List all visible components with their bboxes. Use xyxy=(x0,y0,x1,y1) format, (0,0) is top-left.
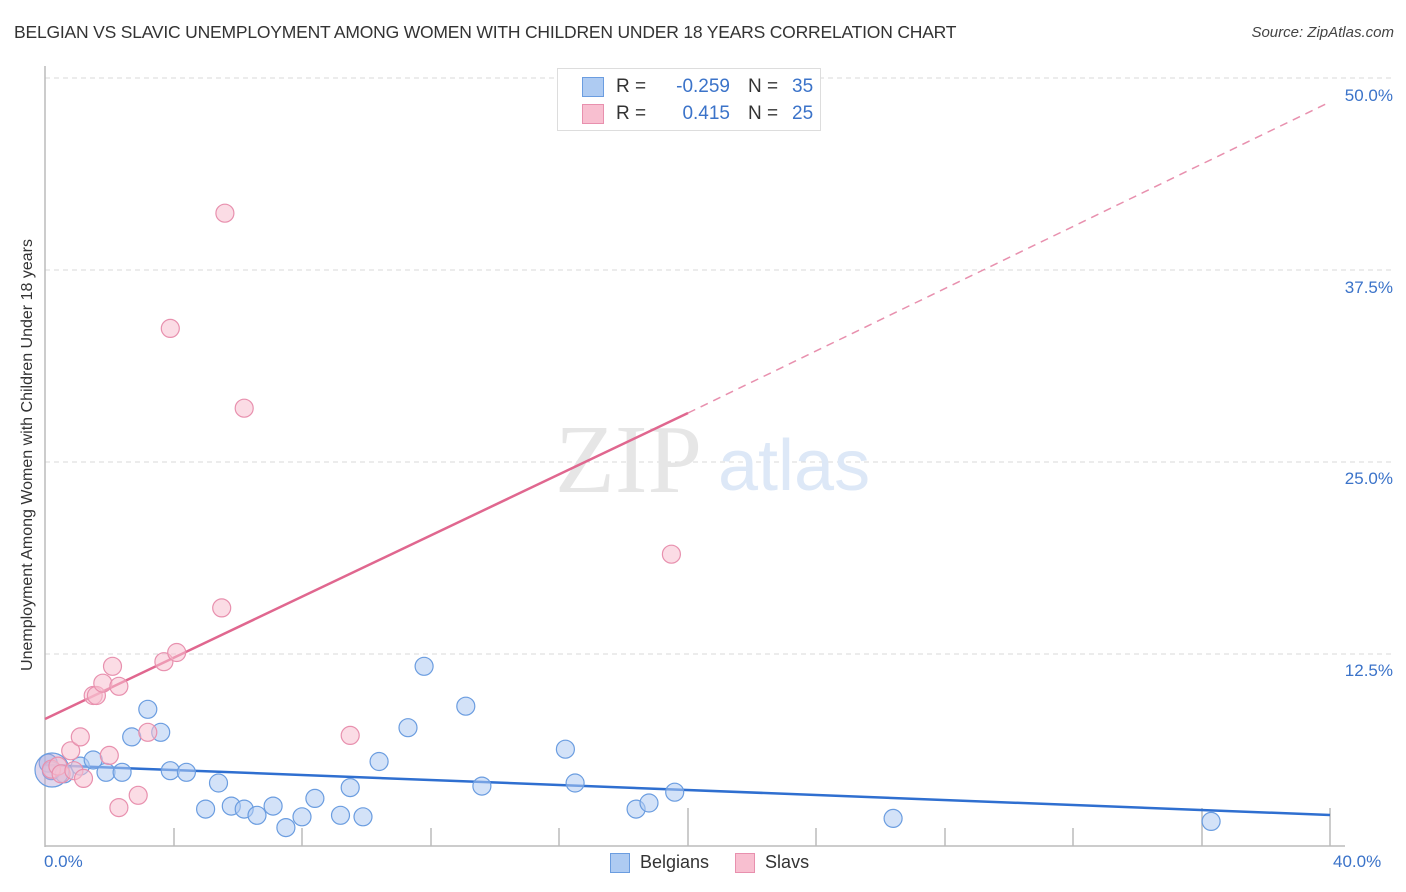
legend-item-belgians[interactable]: Belgians xyxy=(610,852,709,873)
belgian-point xyxy=(176,762,196,782)
watermark-zip: ZIP xyxy=(555,406,702,514)
belgian-point xyxy=(247,805,267,825)
belgian-point xyxy=(353,807,373,827)
r-label: R = xyxy=(616,76,647,97)
belgian-point xyxy=(138,699,158,719)
x-tick-max: 40.0% xyxy=(1333,852,1382,871)
legend-label-belgians: Belgians xyxy=(640,852,710,872)
belgian-point xyxy=(456,696,476,716)
belgian-point xyxy=(292,807,312,827)
slav-point xyxy=(340,725,360,746)
n-value: 35 xyxy=(792,76,814,97)
legend-row-belgians: R = -0.259 N = 35 xyxy=(582,75,813,99)
belgian-point xyxy=(472,776,492,796)
slav-point xyxy=(128,785,148,805)
y-tick-12-5: 12.5% xyxy=(1344,661,1393,680)
slav-point xyxy=(70,727,90,747)
slav-point xyxy=(212,598,232,618)
slav-point xyxy=(73,768,94,789)
belgian-point xyxy=(112,762,132,782)
slav-point xyxy=(215,203,235,223)
slav-point xyxy=(109,676,129,696)
belgians-swatch-icon xyxy=(582,77,604,97)
belgians-swatch-icon xyxy=(610,852,630,873)
source-label: Source: ZipAtlas.com xyxy=(1251,24,1394,41)
belgian-point xyxy=(665,782,685,802)
slavs-trend-line xyxy=(44,411,689,721)
belgian-point xyxy=(208,773,229,793)
slav-point xyxy=(661,544,682,564)
slav-point xyxy=(109,797,129,818)
belgian-point xyxy=(196,799,216,819)
legend-item-slavs[interactable]: Slavs xyxy=(735,852,809,873)
belgian-point xyxy=(883,808,903,829)
slav-point xyxy=(61,741,81,761)
belgians-points xyxy=(34,656,1221,838)
y-tick-25: 25.0% xyxy=(1344,469,1393,488)
watermark-atlas: atlas xyxy=(718,426,870,506)
belgian-point xyxy=(96,762,116,782)
slav-point xyxy=(138,722,158,742)
belgian-point xyxy=(555,739,576,759)
belgian-point xyxy=(276,817,296,838)
legend-row-slavs: R = 0.415 N = 25 xyxy=(582,102,813,126)
r-value: -0.259 xyxy=(676,76,730,97)
slav-point xyxy=(160,318,180,338)
legend-label-slavs: Slavs xyxy=(765,852,810,872)
belgian-point xyxy=(369,751,389,772)
gridlines xyxy=(45,77,1392,655)
slavs-points xyxy=(41,203,682,818)
series-legend: Belgians Slavs xyxy=(610,852,835,873)
slavs-swatch-icon xyxy=(735,852,756,873)
r-value: 0.415 xyxy=(682,103,730,124)
belgian-point xyxy=(160,761,180,781)
slav-point xyxy=(99,745,119,766)
belgian-point xyxy=(398,718,418,738)
r-label: R = xyxy=(616,103,647,124)
slavs-trend-extrapolated xyxy=(687,101,1331,414)
belgian-point xyxy=(414,656,434,676)
y-tick-50: 50.0% xyxy=(1344,86,1393,105)
slavs-swatch-icon xyxy=(582,104,604,124)
chart-title: BELGIAN VS SLAVIC UNEMPLOYMENT AMONG WOM… xyxy=(14,22,957,42)
belgian-point xyxy=(305,788,325,809)
slav-point xyxy=(93,673,113,693)
slav-point xyxy=(167,642,187,663)
belgian-point xyxy=(1201,811,1221,832)
n-label: N = xyxy=(748,76,779,97)
x-tick-min: 0.0% xyxy=(44,852,83,871)
n-label: N = xyxy=(748,103,779,124)
belgian-point xyxy=(263,796,283,816)
belgians-trend-line xyxy=(44,763,1331,817)
belgian-point xyxy=(330,805,351,825)
belgian-point xyxy=(340,777,360,798)
n-value: 25 xyxy=(792,103,814,124)
belgian-point xyxy=(639,793,659,813)
y-tick-37-5: 37.5% xyxy=(1344,278,1393,297)
slav-point xyxy=(234,398,254,418)
x-tick-marks xyxy=(173,808,1331,846)
belgian-point xyxy=(565,773,585,793)
slav-point xyxy=(102,656,123,676)
belgian-point xyxy=(122,727,142,747)
correlation-legend: R = -0.259 N = 35 R = 0.415 N = 25 xyxy=(557,68,821,131)
